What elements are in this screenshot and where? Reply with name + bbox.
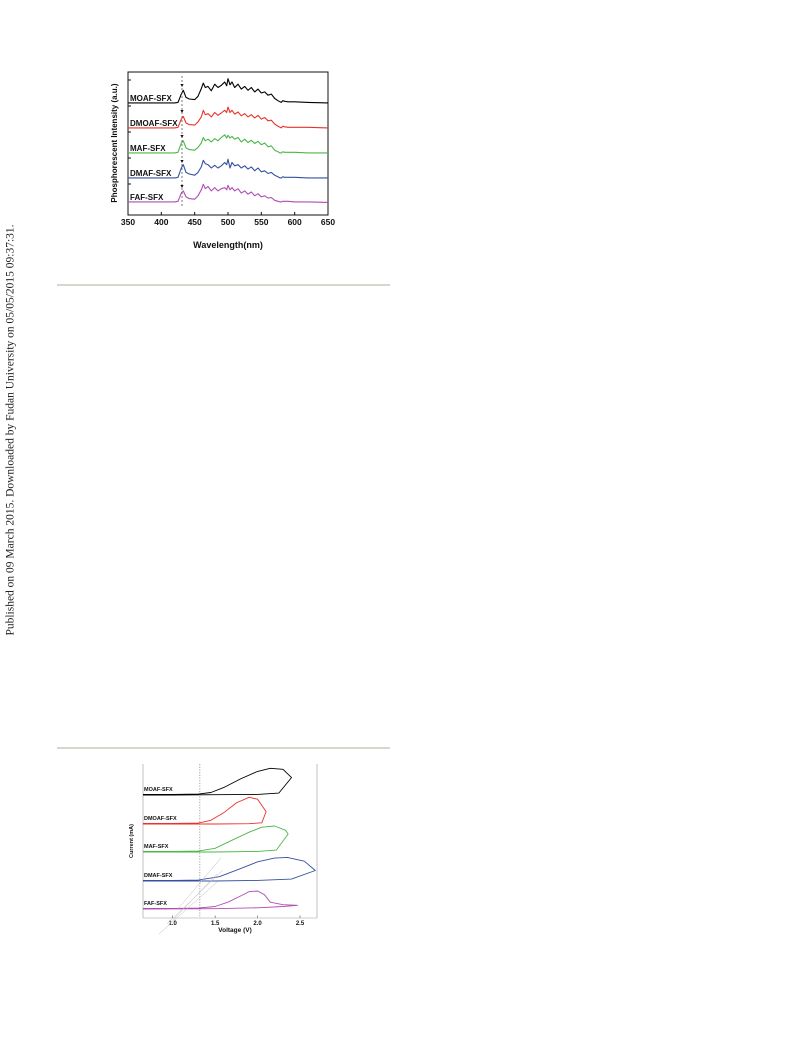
- series-line-moaf-sfx: [128, 78, 329, 104]
- series-label-maf-sfx: MAF-SFX: [130, 144, 166, 153]
- cv-curve-faf-sfx: [142, 890, 298, 910]
- series-label-dmoaf-sfx: DMOAF-SFX: [130, 119, 178, 128]
- arrow-marker: [180, 110, 184, 113]
- x-tick-label: 2.5: [296, 921, 305, 927]
- x-axis-label: Wavelength(nm): [193, 240, 263, 250]
- series-label-dmaf-sfx: DMAF-SFX: [144, 873, 173, 879]
- onset-tangent-line: [176, 857, 222, 911]
- x-tick-label: 2.0: [253, 921, 262, 927]
- series-label-dmaf-sfx: DMAF-SFX: [130, 169, 172, 178]
- x-tick-label: 500: [221, 217, 235, 227]
- x-tick-label: 350: [121, 217, 135, 227]
- series-label-moaf-sfx: MOAF-SFX: [130, 94, 172, 103]
- x-tick-label: 1.0: [169, 921, 178, 927]
- cv-curve-maf-sfx: [143, 825, 289, 853]
- arrow-marker: [180, 84, 184, 87]
- cv-curve-dmoaf-sfx: [143, 796, 267, 825]
- series-line-dmoaf-sfx: [128, 106, 329, 129]
- cv-curve-dmaf-sfx: [143, 856, 316, 882]
- arrow-marker: [180, 160, 184, 163]
- arrow-marker: [180, 135, 184, 138]
- series-label-faf-sfx: FAF-SFX: [144, 901, 167, 907]
- x-tick-label: 450: [188, 217, 202, 227]
- cv-curve-moaf-sfx: [143, 767, 292, 796]
- x-axis-label: Voltage (V): [218, 927, 251, 934]
- series-label-dmoaf-sfx: DMOAF-SFX: [144, 816, 177, 822]
- series-line-dmaf-sfx: [128, 158, 328, 179]
- margin-note-text: Published on 09 March 2015. Downloaded b…: [5, 224, 18, 636]
- series-label-maf-sfx: MAF-SFX: [144, 844, 169, 850]
- onset-tangent-line: [166, 869, 224, 925]
- series-label-faf-sfx: FAF-SFX: [130, 193, 164, 202]
- x-tick-label: 550: [254, 217, 268, 227]
- series-line-faf-sfx: [128, 183, 329, 203]
- series-line-maf-sfx: [128, 134, 328, 154]
- x-tick-label: 650: [321, 217, 335, 227]
- section-divider-bottom: [57, 747, 390, 749]
- y-axis-label: Current (mA): [129, 824, 135, 858]
- cyclic-voltammetry-chart: 1.0 1.5 2.0 2.5 MOAF-SFX DMOAF-SFX MAF-SFX DMA…: [129, 764, 318, 935]
- x-tick-label: 600: [288, 217, 302, 227]
- series-label-moaf-sfx: MOAF-SFX: [144, 787, 173, 793]
- y-axis-label: Phosphorescent Intensity (a.u.): [110, 83, 119, 202]
- onset-tangent-line: [158, 881, 218, 935]
- phosphorescence-spectra-chart: 350 400 450 500 550 600 650 MOAF-SFX DMOAF-SFX M…: [110, 71, 335, 250]
- x-tick-label: 400: [154, 217, 168, 227]
- arrow-marker: [180, 185, 184, 188]
- section-divider-top: [57, 284, 390, 286]
- x-tick-label: 1.5: [211, 921, 220, 927]
- margin-note: Published on 09 March 2015. Downloaded b…: [3, 224, 19, 635]
